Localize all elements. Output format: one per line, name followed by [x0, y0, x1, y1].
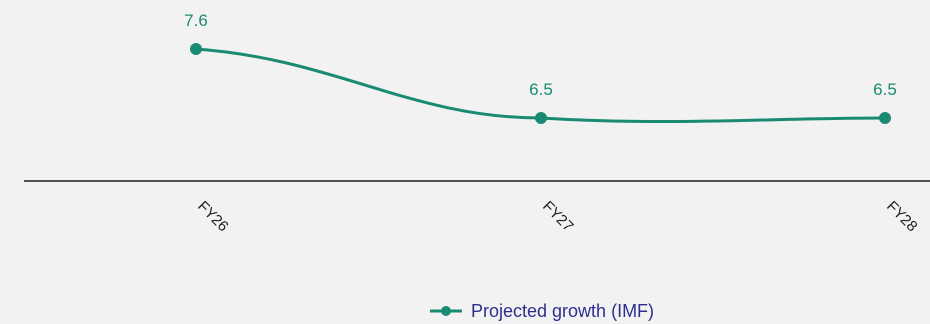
x-tick-label-fy26: FY26 — [194, 198, 231, 235]
data-label-fy27: 6.5 — [529, 80, 553, 99]
x-tick-label-fy27: FY27 — [539, 198, 576, 235]
legend: Projected growth (IMF) — [430, 301, 654, 321]
series-layer: 7.6 6.5 6.5 — [184, 11, 897, 124]
x-tick-label-fy28: FY28 — [883, 198, 920, 235]
legend-marker-swatch — [441, 306, 451, 316]
data-point-fy26 — [190, 43, 202, 55]
legend-label: Projected growth (IMF) — [471, 301, 654, 321]
x-tick-labels: FY26 FY27 FY28 — [194, 198, 920, 235]
data-point-fy28 — [879, 112, 891, 124]
data-label-fy26: 7.6 — [184, 11, 208, 30]
data-point-fy27 — [535, 112, 547, 124]
data-label-fy28: 6.5 — [873, 80, 897, 99]
